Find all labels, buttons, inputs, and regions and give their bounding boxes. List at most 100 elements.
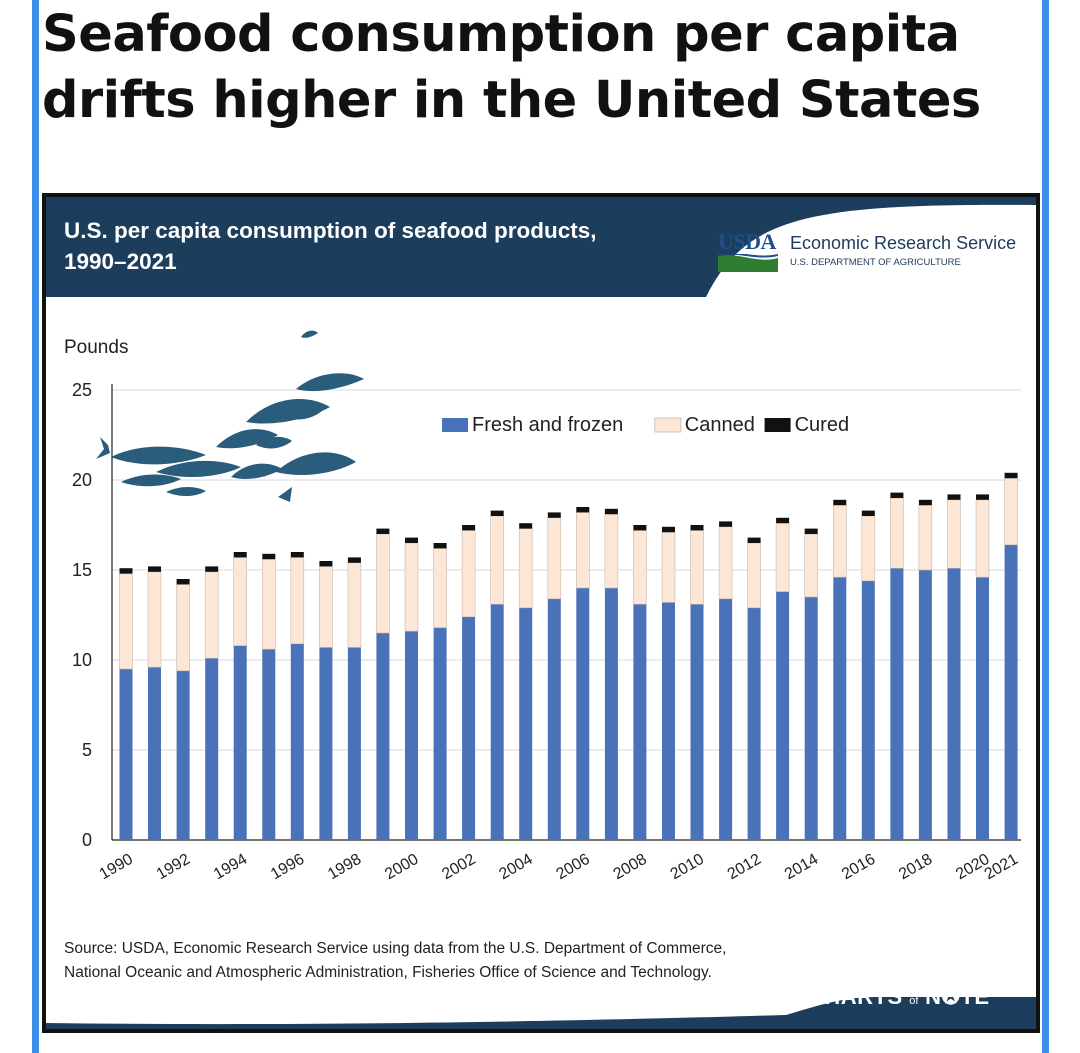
bar-fresh-and-frozen-2016 (861, 580, 875, 840)
bar-cured-2002 (462, 525, 476, 531)
chart-card: U.S. per capita consumption of seafood p… (42, 193, 1040, 1033)
bar-fresh-and-frozen-1999 (376, 633, 390, 840)
x-tick-label: 2021 (982, 851, 1021, 884)
bar-fresh-and-frozen-2009 (662, 602, 675, 840)
legend-label: Cured (795, 414, 849, 436)
card-header: U.S. per capita consumption of seafood p… (46, 197, 1036, 297)
legend-swatch (764, 418, 791, 432)
bar-canned-2003 (490, 515, 505, 605)
bar-canned-2021 (1004, 477, 1018, 546)
bar-canned-1995 (262, 558, 276, 650)
bar-canned-2019 (947, 499, 961, 569)
brand-logo-part1: CHARTS (808, 984, 903, 1009)
x-tick-label: 2016 (839, 851, 878, 884)
bar-cured-2018 (918, 499, 932, 506)
right-border-bar (1042, 0, 1049, 1053)
bar-canned-2004 (518, 528, 533, 609)
x-tick-label: 2002 (439, 851, 478, 884)
bar-fresh-and-frozen-2018 (918, 570, 932, 840)
bar-fresh-and-frozen-1995 (262, 649, 276, 840)
bar-fresh-and-frozen-1992 (176, 670, 190, 840)
bar-fresh-and-frozen-2008 (633, 604, 647, 840)
bar-canned-2018 (918, 504, 933, 571)
footer-dark-shape (46, 997, 1036, 1029)
bar-cured-2016 (861, 510, 875, 516)
agency-name: Economic Research Service (790, 233, 1017, 253)
agency-department: U.S. DEPARTMENT OF AGRICULTURE (790, 257, 961, 268)
bar-canned-2002 (461, 530, 476, 618)
bar-cured-2008 (633, 525, 647, 531)
bar-canned-2020 (975, 499, 990, 578)
bar-cured-2004 (519, 523, 533, 529)
brand-logo-star-icon: ✪ (941, 984, 961, 1009)
header-band (46, 197, 1036, 297)
legend-label: Fresh and frozen (472, 414, 623, 436)
x-tick-label: 2004 (496, 851, 535, 884)
bar-canned-2010 (690, 530, 704, 605)
bar-canned-2014 (804, 533, 819, 598)
bar-cured-2020 (976, 494, 989, 500)
bar-fresh-and-frozen-2017 (890, 568, 904, 840)
y-tick-label: 25 (72, 380, 92, 400)
bar-canned-2005 (547, 517, 562, 600)
left-border-bar (32, 0, 39, 1053)
bar-fresh-and-frozen-2007 (604, 588, 618, 840)
bar-fresh-and-frozen-2005 (547, 598, 561, 840)
x-tick-label: 2008 (611, 851, 650, 884)
bar-fresh-and-frozen-1996 (290, 643, 304, 840)
legend-swatch (654, 417, 682, 433)
bar-fresh-and-frozen-2011 (719, 598, 733, 840)
bar-cured-1994 (233, 552, 247, 558)
bar-fresh-and-frozen-2013 (776, 591, 790, 840)
bar-cured-1993 (205, 566, 219, 572)
bar-cured-2019 (947, 494, 961, 500)
bar-fresh-and-frozen-2020 (976, 577, 989, 840)
bar-cured-2017 (890, 492, 904, 498)
bar-cured-2003 (490, 510, 504, 516)
bar-canned-2015 (832, 504, 847, 578)
bar-cured-2014 (804, 528, 818, 534)
legend-label: Canned (685, 414, 755, 436)
footer-band (46, 997, 1036, 1029)
bar-canned-2011 (718, 526, 733, 600)
bar-cured-1995 (262, 553, 276, 560)
bar-cured-1996 (290, 552, 304, 558)
usda-logo-text: USDA (718, 229, 776, 254)
bar-canned-2000 (404, 542, 419, 632)
bar-fresh-and-frozen-2006 (576, 588, 590, 840)
bar-fresh-and-frozen-1993 (205, 658, 219, 840)
brand-logo: CHARTS of N✪TE (808, 984, 990, 1010)
bar-fresh-and-frozen-2021 (1004, 544, 1018, 840)
bar-canned-1994 (233, 557, 247, 646)
x-tick-label: 1994 (211, 851, 250, 884)
bar-fresh-and-frozen-2019 (947, 568, 961, 840)
bar-fresh-and-frozen-2012 (747, 607, 761, 840)
bar-cured-2012 (747, 537, 761, 543)
source-note: Source: USDA, Economic Research Service … (64, 940, 727, 981)
bar-fresh-and-frozen-1997 (319, 647, 333, 840)
bar-cured-2021 (1004, 472, 1018, 479)
bar-canned-2009 (661, 531, 676, 603)
x-tick-label: 2006 (553, 851, 592, 884)
bar-canned-1990 (119, 573, 133, 670)
bar-canned-1996 (290, 557, 305, 645)
bar-fresh-and-frozen-2002 (462, 616, 476, 840)
usda-logo-icon (718, 254, 778, 272)
bar-cured-1997 (319, 561, 333, 567)
bar-fresh-and-frozen-1998 (347, 647, 361, 840)
x-tick-label: 2014 (782, 851, 821, 884)
bar-cured-2006 (576, 507, 590, 513)
bar-cured-2005 (547, 512, 561, 518)
brand-logo-part4: TE (960, 984, 990, 1009)
bar-fresh-and-frozen-2015 (833, 577, 847, 840)
y-tick-label: 20 (72, 470, 92, 490)
x-tick-label: 1996 (268, 851, 307, 884)
brand-logo-part3: N (925, 984, 942, 1009)
x-tick-label: 2000 (382, 851, 421, 884)
bar-fresh-and-frozen-2003 (490, 604, 504, 840)
bar-cured-1992 (176, 579, 190, 585)
bar-canned-2008 (633, 530, 647, 605)
bar-fresh-and-frozen-2000 (405, 631, 418, 840)
y-tick-label: 15 (72, 560, 92, 580)
x-tick-label: 1992 (154, 851, 193, 884)
